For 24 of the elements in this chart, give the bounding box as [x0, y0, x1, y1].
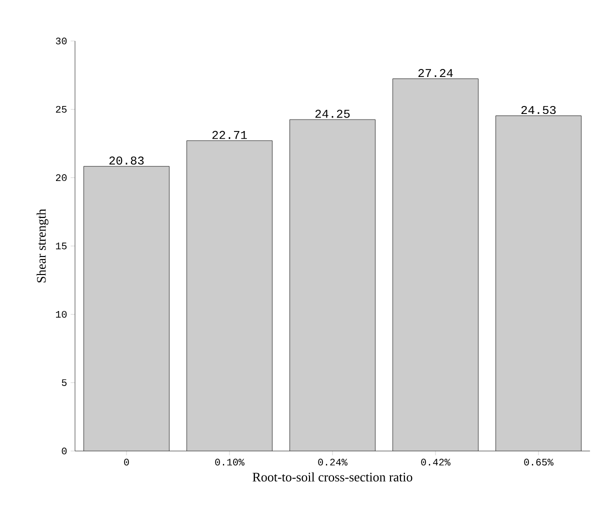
x-tick-label: 0.65%: [524, 458, 554, 466]
y-tick-label: 25: [56, 106, 67, 113]
data-label: 24.53: [521, 106, 556, 114]
bar: [496, 116, 582, 451]
data-label: 20.83: [109, 156, 144, 165]
data-label: 24.25: [315, 110, 350, 118]
y-tick-label: 20: [56, 174, 67, 182]
y-axis-title: Shear strength: [36, 208, 48, 282]
y-tick-label: 0: [62, 448, 67, 454]
data-label: 27.24: [418, 69, 453, 78]
x-tick-label: 0.42%: [421, 458, 450, 466]
y-tick-label: 15: [56, 242, 67, 250]
x-axis-title: Root-to-soil cross-section ratio: [252, 472, 412, 482]
bar: [84, 166, 170, 451]
x-tick-label: 0.24%: [318, 458, 348, 466]
bar: [392, 78, 478, 451]
y-tick-label: 10: [56, 310, 67, 318]
y-tick-label: 30: [56, 38, 67, 44]
x-tick-label: 0.10%: [215, 458, 244, 466]
x-tick-label: 0: [124, 458, 129, 466]
data-label: 22.71: [212, 130, 247, 139]
y-tick-label: 5: [62, 379, 67, 386]
bar: [186, 140, 272, 451]
bar: [290, 120, 376, 451]
